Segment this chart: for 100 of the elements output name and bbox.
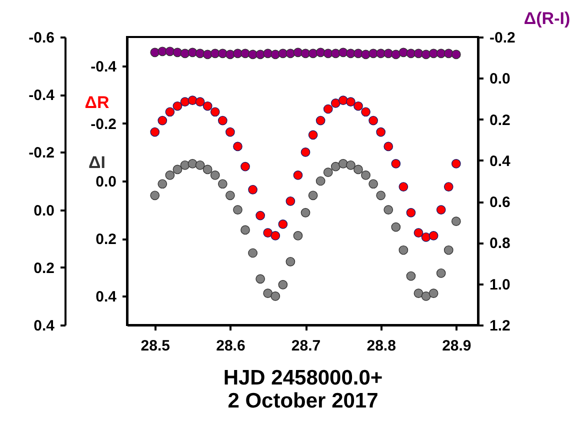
point <box>376 190 386 200</box>
point <box>428 288 438 298</box>
point <box>361 107 370 117</box>
point <box>398 182 408 192</box>
y2-tick-label: 1.0 <box>490 276 510 294</box>
point <box>158 179 168 189</box>
point <box>436 268 446 278</box>
point <box>338 159 348 168</box>
x-tick-label: 28.8 <box>366 338 396 354</box>
point <box>391 222 401 232</box>
point <box>210 170 220 180</box>
point <box>233 205 242 214</box>
x-tick-label: 28.6 <box>216 338 246 354</box>
y2-tick-label: 0.0 <box>490 70 510 88</box>
point <box>263 288 273 298</box>
point <box>330 162 340 172</box>
point <box>421 292 431 301</box>
point <box>172 101 182 111</box>
point <box>218 116 228 126</box>
x-tick-label: 28.9 <box>442 338 472 354</box>
x-axis-title: HJD 2458000.0+ 2 October 2017 <box>223 366 383 412</box>
point <box>346 97 356 106</box>
point <box>406 208 416 218</box>
point <box>286 196 296 206</box>
y2-tick-label: 1.2 <box>490 318 510 334</box>
text: Δ(R-I) <box>524 9 570 28</box>
point <box>398 245 408 255</box>
y2-tick-label: 0.6 <box>490 194 510 212</box>
point <box>256 274 265 284</box>
y3-tick-label: 0.0 <box>34 202 54 220</box>
point <box>384 142 394 152</box>
point <box>270 292 280 301</box>
point <box>158 116 168 126</box>
point <box>293 231 303 240</box>
point <box>421 232 431 242</box>
point <box>202 101 212 111</box>
point <box>300 208 310 218</box>
point <box>414 288 424 298</box>
point <box>248 184 258 194</box>
point <box>263 228 273 238</box>
point <box>308 190 318 200</box>
point <box>323 104 333 114</box>
text: ΔI <box>88 153 106 172</box>
y3-tick-label: -0.6 <box>28 30 54 46</box>
point <box>270 231 280 240</box>
point <box>428 231 438 240</box>
point <box>195 160 205 170</box>
point <box>202 164 212 174</box>
point <box>316 176 326 186</box>
point <box>368 116 378 126</box>
point <box>338 96 348 106</box>
point <box>165 170 175 180</box>
point <box>354 164 363 174</box>
point <box>256 210 265 220</box>
point <box>172 164 182 174</box>
point <box>330 98 340 108</box>
point <box>414 228 424 238</box>
point <box>316 116 326 126</box>
point <box>278 220 288 229</box>
point <box>354 101 363 111</box>
text: ΔR <box>84 93 110 112</box>
point <box>180 160 190 170</box>
point <box>188 96 198 106</box>
point <box>150 127 160 137</box>
point <box>323 168 333 178</box>
point <box>436 205 446 214</box>
point <box>210 107 220 117</box>
point <box>391 159 401 168</box>
y-tick-label: 0.4 <box>96 288 118 306</box>
y2-tick-label: 0.4 <box>490 152 512 170</box>
point <box>278 280 288 290</box>
point <box>406 271 416 281</box>
point <box>308 130 318 140</box>
y-tick-label: -0.4 <box>90 58 118 76</box>
y3-tick-label: -0.4 <box>28 87 56 104</box>
point <box>444 245 454 255</box>
point <box>226 127 235 137</box>
point <box>444 182 454 192</box>
point <box>240 225 250 235</box>
x-tick-label: 28.7 <box>291 338 321 354</box>
y-tick-label: 0.0 <box>96 174 116 190</box>
point <box>451 216 461 226</box>
point <box>195 97 205 106</box>
point <box>240 162 250 172</box>
point <box>150 190 160 200</box>
y2-tick-label: 0.8 <box>490 235 510 252</box>
point <box>376 127 386 137</box>
point <box>361 170 370 180</box>
y3-tick-label: 0.2 <box>34 260 54 277</box>
x-tick-label: 28.5 <box>140 338 170 354</box>
point <box>293 170 303 180</box>
y2-tick-label: 0.2 <box>490 112 510 129</box>
point <box>226 190 235 200</box>
point <box>248 248 258 258</box>
y3-tick-label: 0.4 <box>34 318 56 334</box>
y-tick-label: 0.2 <box>96 231 116 248</box>
point <box>165 107 175 117</box>
point <box>451 159 461 168</box>
y2-tick-label: -0.2 <box>490 30 516 46</box>
point <box>368 179 378 189</box>
